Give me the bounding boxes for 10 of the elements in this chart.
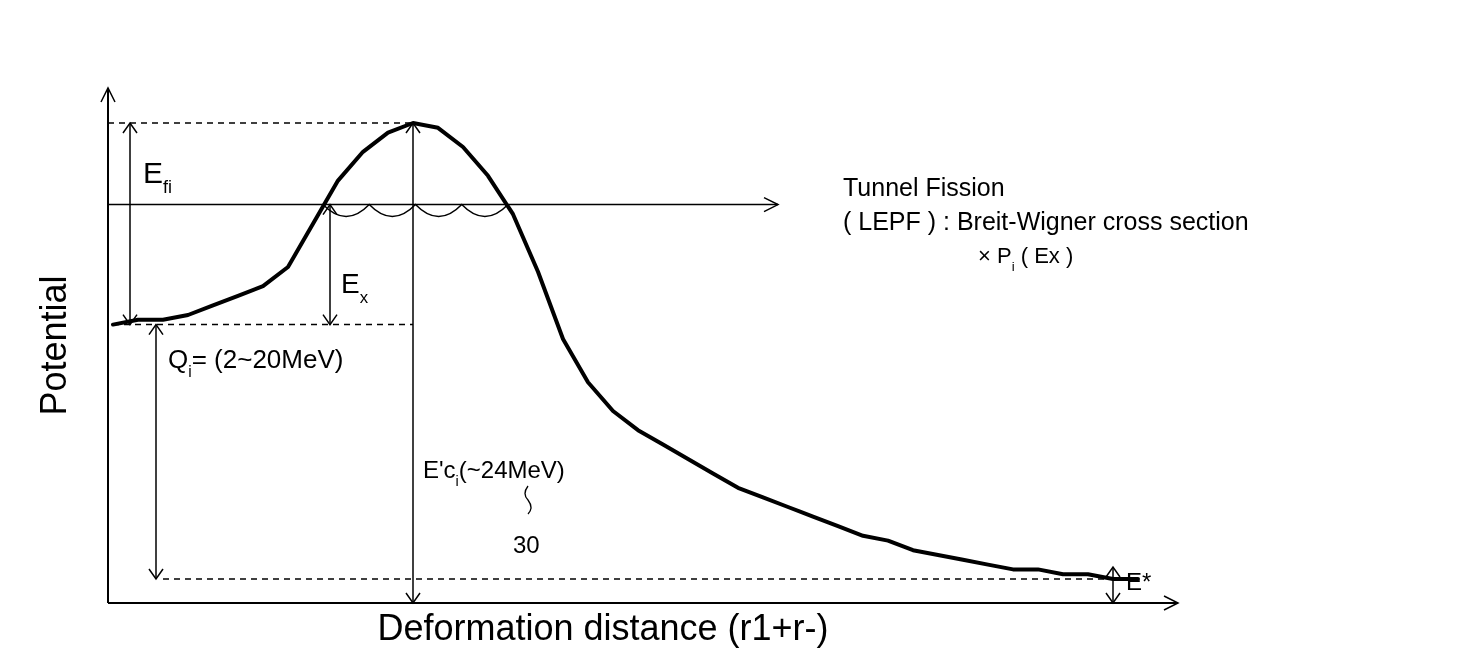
- annotation: E$_{x}$: [341, 268, 369, 307]
- y-axis-title: Potential: [33, 275, 74, 416]
- annotation: × P$_{i}$ ( Ex ): [978, 243, 1074, 274]
- annotation: E$_{fi}$: [143, 156, 173, 197]
- annotation: 30: [513, 531, 540, 558]
- annotation: ( LEPF ) : Breit-Wigner cross section: [843, 207, 1249, 235]
- annotation: E'c$_{i}$(~24MeV): [423, 456, 565, 489]
- annotation: Tunnel Fission: [843, 173, 1005, 201]
- annotation: Q$_{i}$= (2~20MeV): [168, 344, 344, 380]
- x-axis-title: Deformation distance (r1+r-): [377, 607, 829, 648]
